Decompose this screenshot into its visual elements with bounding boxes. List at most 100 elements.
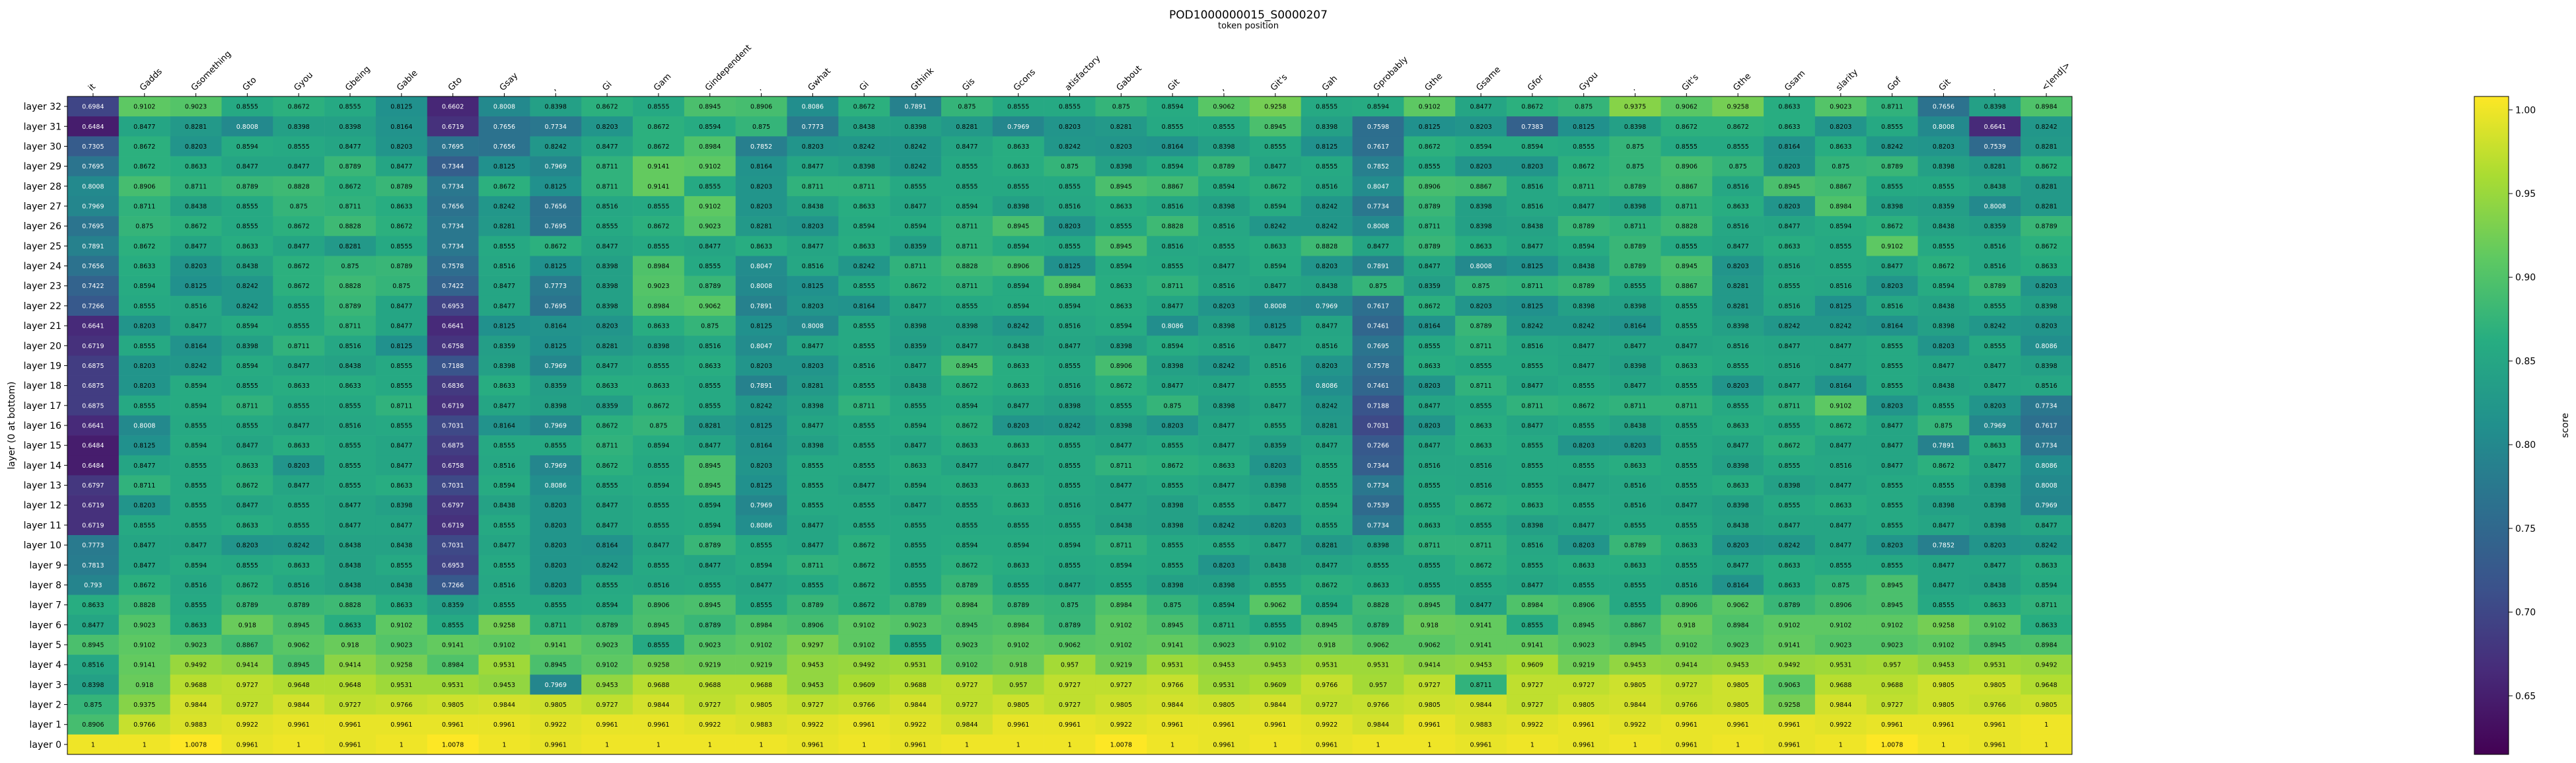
heatmap-cell xyxy=(1404,116,1456,137)
heatmap-cell xyxy=(787,236,839,256)
cell-value-label: 0.8203 xyxy=(390,143,412,151)
cell-value-label: 0.8477 xyxy=(1521,243,1543,250)
heatmap-cell xyxy=(530,295,582,316)
heatmap-cell xyxy=(118,355,170,376)
cell-value-label: 0.8477 xyxy=(1778,522,1800,529)
heatmap-cell xyxy=(273,395,325,416)
cell-value-label: 0.8672 xyxy=(1573,163,1594,170)
cell-value-label: 0.8477 xyxy=(133,462,155,470)
cell-value-label: 0.8594 xyxy=(1007,283,1029,290)
heatmap-cell xyxy=(735,275,787,297)
cell-value-label: 0.8672 xyxy=(853,104,875,111)
cell-value-label: 0.8945 xyxy=(1110,243,1132,250)
cell-value-label: 0.9453 xyxy=(1727,662,1749,669)
cell-value-label: 0.8555 xyxy=(1573,143,1594,151)
heatmap-cell xyxy=(735,435,787,456)
heatmap-cell xyxy=(1764,136,1816,157)
heatmap-cell xyxy=(375,216,428,236)
heatmap-cell xyxy=(170,435,222,456)
heatmap-cell xyxy=(787,116,839,137)
heatmap-cell xyxy=(992,336,1044,356)
cell-value-label: 0.8438 xyxy=(1984,183,2006,190)
cell-value-label: 0.8789 xyxy=(339,163,361,170)
cell-value-label: 0.8594 xyxy=(1007,303,1029,310)
heatmap-cell xyxy=(1455,295,1507,316)
cell-value-label: 0.7773 xyxy=(82,542,104,550)
cell-value-label: 0.8672 xyxy=(185,223,207,231)
cell-value-label: 0.8633 xyxy=(1367,582,1389,589)
heatmap-cell xyxy=(1301,156,1353,177)
heatmap-cell xyxy=(1661,435,1713,456)
cell-value-label: 0.9688 xyxy=(904,682,926,689)
heatmap-cell xyxy=(1866,295,1918,316)
heatmap-cell xyxy=(1404,256,1456,276)
heatmap-cell xyxy=(1147,395,1199,416)
heatmap-cell xyxy=(581,176,633,197)
cell-value-label: 0.8203 xyxy=(750,462,772,470)
heatmap-cell xyxy=(633,316,685,336)
heatmap-cell xyxy=(633,415,685,436)
cell-value-label: 1.0078 xyxy=(1881,741,1903,748)
cell-value-label: 0.8867 xyxy=(1624,622,1646,629)
heatmap-cell xyxy=(221,256,273,276)
heatmap-cell xyxy=(890,375,942,396)
cell-value-label: 0.9141 xyxy=(647,183,669,190)
cell-value-label: 0.8633 xyxy=(647,382,669,390)
cell-value-label: 0.8555 xyxy=(236,203,258,211)
cell-value-label: 0.8516 xyxy=(699,343,721,350)
cell-value-label: 0.8633 xyxy=(1778,562,1800,569)
heatmap-cell xyxy=(581,295,633,316)
cell-value-label: 0.8398 xyxy=(1778,482,1800,490)
heatmap-cell xyxy=(118,256,170,276)
cell-value-label: 0.8438 xyxy=(493,502,515,509)
cell-value-label: 0.918 xyxy=(1678,622,1696,629)
cell-value-label: 0.8945 xyxy=(1007,223,1029,231)
y-tick-label: layer 1 xyxy=(30,720,61,731)
heatmap-cell xyxy=(324,176,376,197)
heatmap-cell xyxy=(1352,475,1404,495)
cell-value-label: 0.8281 xyxy=(750,223,772,231)
cell-value-label: 0.8398 xyxy=(1727,462,1749,470)
heatmap-cell xyxy=(1198,116,1250,137)
cell-value-label: 0.7969 xyxy=(545,462,567,470)
heatmap-cell xyxy=(530,236,582,256)
heatmap-cell xyxy=(1661,475,1713,495)
cell-value-label: 0.8633 xyxy=(288,382,310,390)
heatmap-cell xyxy=(170,316,222,336)
heatmap-cell xyxy=(221,415,273,436)
cell-value-label: 0.9727 xyxy=(1059,682,1081,689)
heatmap-cell xyxy=(324,515,376,536)
cell-value-label: 0.9961 xyxy=(1984,721,2006,729)
heatmap-cell xyxy=(1249,375,1301,396)
cell-value-label: 0.8555 xyxy=(133,522,155,529)
cell-value-label: 0.9766 xyxy=(390,702,412,709)
cell-value-label: 0.7734 xyxy=(1367,203,1389,211)
heatmap-cell xyxy=(1866,395,1918,416)
cell-value-label: 0.8477 xyxy=(1573,343,1594,350)
cell-value-label: 0.9023 xyxy=(1213,642,1234,649)
cell-value-label: 0.7383 xyxy=(1521,124,1543,131)
cell-value-label: 0.8438 xyxy=(339,562,361,569)
cell-value-label: 0.9766 xyxy=(1984,702,2006,709)
heatmap-cell xyxy=(427,136,479,157)
heatmap-cell xyxy=(427,116,479,137)
cell-value-label: 0.8555 xyxy=(1624,522,1646,529)
cell-value-label: 0.8516 xyxy=(339,423,361,430)
cell-value-label: 0.7969 xyxy=(1007,124,1029,131)
cell-value-label: 0.7695 xyxy=(82,163,104,170)
cell-value-label: 0.9102 xyxy=(133,642,155,649)
cell-value-label: 0.9727 xyxy=(596,702,618,709)
heatmap-cell xyxy=(375,236,428,256)
cell-value-label: 0.8555 xyxy=(1110,402,1132,410)
cell-value-label: 0.8516 xyxy=(1778,263,1800,270)
y-tick-label: layer 21 xyxy=(24,321,61,332)
cell-value-label: 0.8555 xyxy=(802,582,824,589)
cell-value-label: 0.8477 xyxy=(1778,382,1800,390)
cell-value-label: 0.875 xyxy=(392,283,410,290)
heatmap-cell xyxy=(838,316,890,336)
heatmap-cell xyxy=(890,395,942,416)
cell-value-label: 0.7734 xyxy=(442,183,464,190)
cell-value-label: 0.9844 xyxy=(1367,721,1389,729)
heatmap-cell xyxy=(1609,475,1661,495)
x-tick-label: , xyxy=(1217,84,1227,93)
